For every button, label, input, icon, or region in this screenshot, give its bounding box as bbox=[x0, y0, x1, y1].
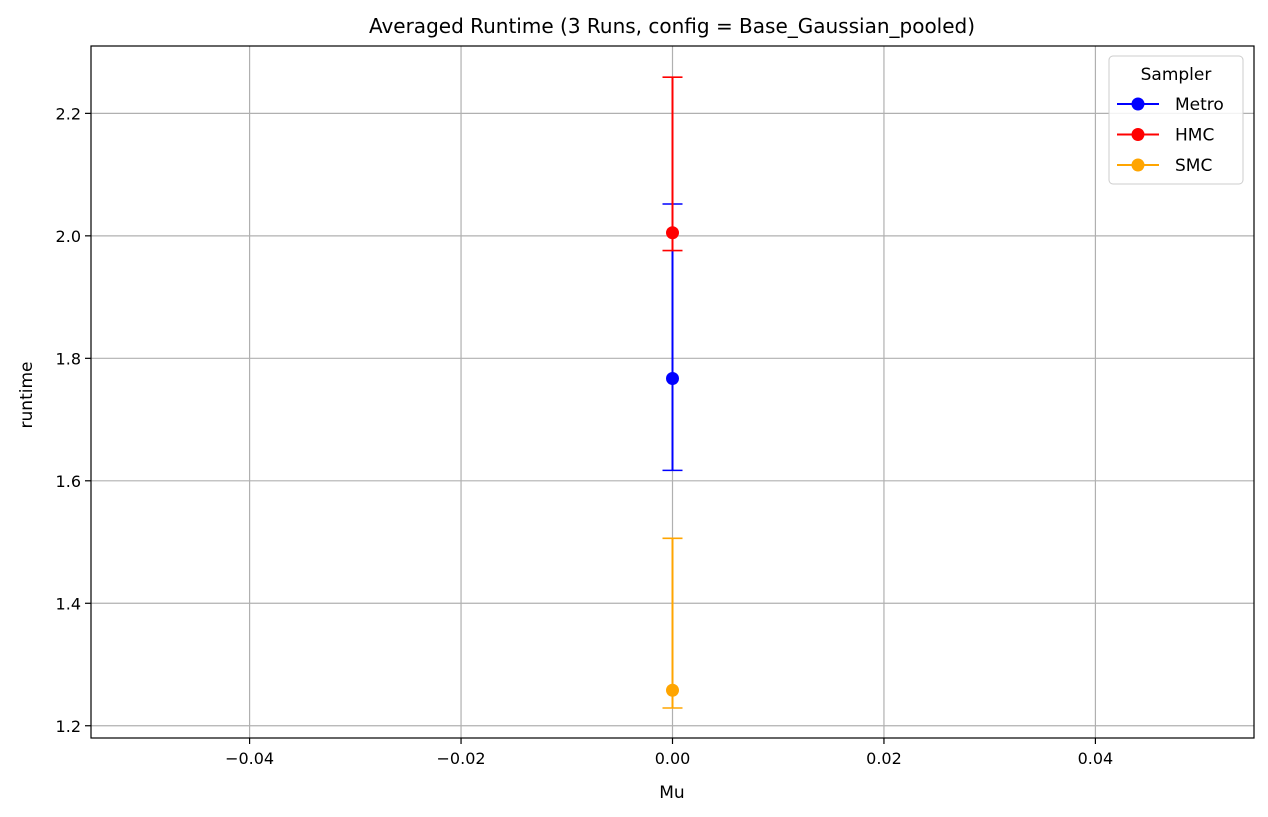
legend-title: Sampler bbox=[1141, 65, 1212, 85]
legend-box bbox=[1108, 55, 1244, 185]
x-axis-title: Mu bbox=[659, 783, 684, 803]
legend-marker bbox=[1131, 97, 1145, 111]
data-point bbox=[666, 683, 679, 697]
series-hmc bbox=[662, 76, 683, 252]
legend-item-metro: Metro bbox=[1117, 95, 1224, 115]
y-tick-label: 2.2 bbox=[56, 104, 81, 123]
y-tick-label: 1.8 bbox=[56, 349, 81, 368]
y-tick-label: 1.4 bbox=[56, 594, 81, 613]
legend-item-hmc: HMC bbox=[1117, 126, 1214, 146]
x-tick-label: −0.04 bbox=[225, 749, 274, 768]
y-tick-label: 1.2 bbox=[56, 717, 81, 736]
chart-title: Averaged Runtime (3 Runs, config = Base_… bbox=[369, 14, 975, 38]
legend-label: Metro bbox=[1175, 95, 1224, 115]
x-tick-label: 0.02 bbox=[866, 749, 902, 768]
legend-label: HMC bbox=[1175, 126, 1214, 146]
y-tick-label: 2.0 bbox=[56, 227, 81, 246]
y-axis-title: runtime bbox=[17, 362, 37, 429]
legend-item-smc: SMC bbox=[1117, 156, 1212, 176]
legend-label: SMC bbox=[1175, 156, 1212, 176]
data-point bbox=[666, 226, 679, 240]
data-point bbox=[666, 372, 679, 386]
series-smc bbox=[662, 537, 683, 709]
axis-ticks: −0.04 −0.02 0.00 0.02 0.04 1.2 1.4 1.6 1.8 2.0 2.2 bbox=[56, 104, 1114, 768]
legend-marker bbox=[1131, 158, 1145, 172]
x-tick-label: 0.00 bbox=[655, 749, 691, 768]
legend-marker bbox=[1131, 128, 1145, 141]
y-tick-label: 1.6 bbox=[56, 472, 81, 491]
x-tick-label: 0.04 bbox=[1078, 749, 1114, 768]
legend-items: Metro HMC SMC bbox=[1117, 95, 1224, 176]
x-tick-label: −0.02 bbox=[437, 749, 486, 768]
series-layer bbox=[662, 76, 683, 709]
legend: Sampler Metro HMC SMC bbox=[1108, 55, 1244, 185]
